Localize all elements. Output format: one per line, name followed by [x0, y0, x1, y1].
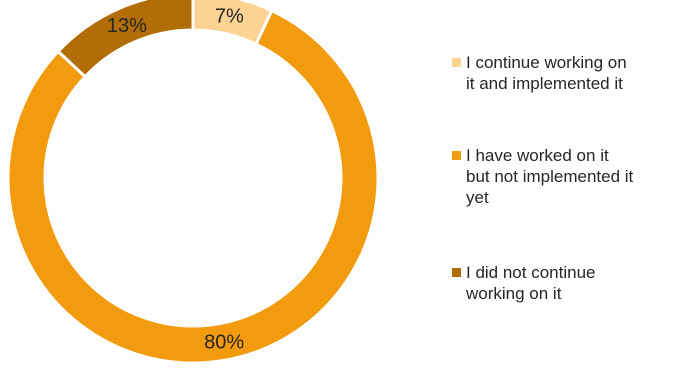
- slice-3: [56, 0, 195, 79]
- legend-label-1-line-1: I continue working on: [466, 53, 627, 72]
- legend-label-2-line-3: yet: [466, 188, 489, 207]
- chart-data-labels: 7% 80% 13%: [107, 6, 245, 354]
- legend-label-3-line-2: working on it: [465, 284, 562, 303]
- chart-slices: [6, 0, 380, 365]
- legend-label-1-line-2: it and implemented it: [466, 74, 623, 93]
- chart-legend: I continue working on it and implemented …: [452, 53, 634, 303]
- legend-label-3-line-1: I did not continue: [466, 263, 595, 282]
- legend-swatch-3: [452, 268, 461, 277]
- slice-2: [6, 8, 380, 365]
- legend-item-2: I have worked on it but not implemented i…: [452, 146, 634, 207]
- data-label-2: 80%: [204, 332, 244, 354]
- legend-item-3: I did not continue working on it: [452, 263, 595, 303]
- data-label-3: 13%: [107, 15, 147, 37]
- legend-swatch-2: [452, 151, 461, 160]
- legend-item-1: I continue working on it and implemented …: [452, 53, 627, 93]
- legend-label-2-line-1: I have worked on it: [466, 146, 609, 165]
- data-label-1: 7%: [215, 6, 244, 28]
- legend-swatch-1: [452, 58, 461, 67]
- legend-label-2-line-2: but not implemented it: [466, 167, 634, 186]
